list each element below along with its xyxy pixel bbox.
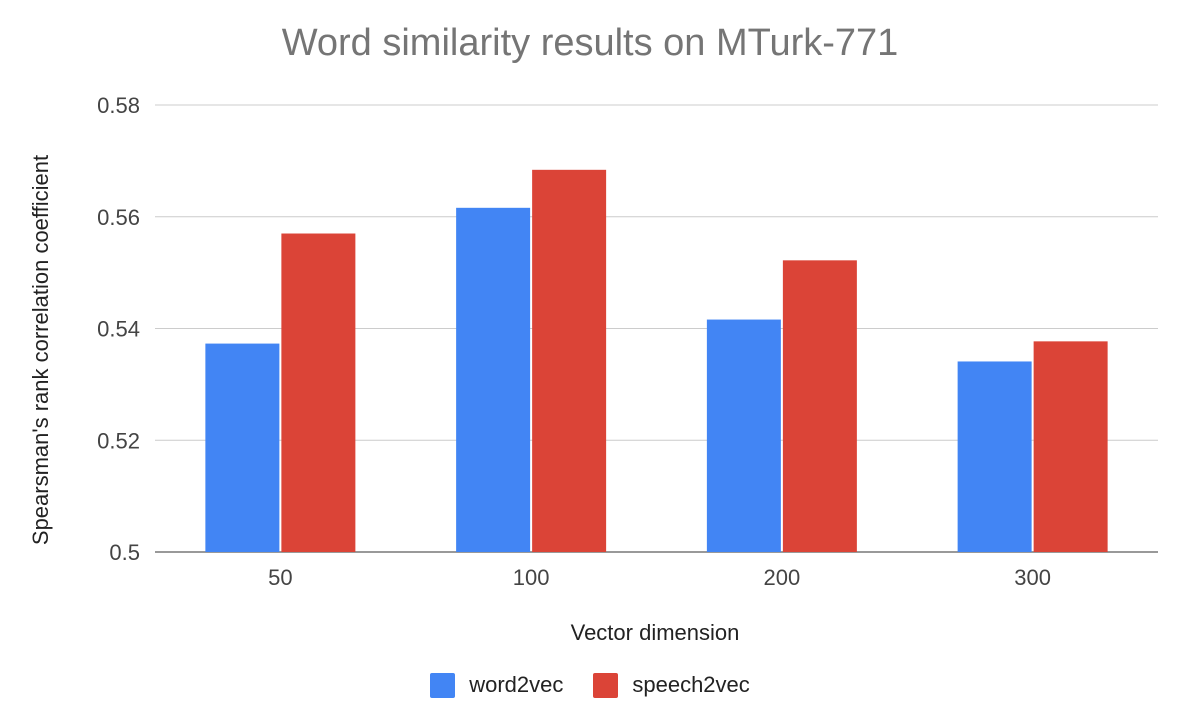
x-tick-label: 200	[764, 565, 801, 590]
legend-swatch-speech2vec	[593, 672, 619, 698]
legend-label-speech2vec: speech2vec	[632, 672, 750, 697]
legend-item-speech2vec: speech2vec	[593, 672, 750, 698]
bar-speech2vec-100	[532, 169, 607, 552]
legend: word2vec speech2vec	[0, 672, 1180, 698]
y-tick-label: 0.52	[97, 428, 140, 453]
bar-word2vec-50	[205, 343, 280, 552]
x-tick-label: 50	[268, 565, 292, 590]
x-axis-label: Vector dimension	[570, 620, 740, 645]
y-tick-label: 0.54	[97, 317, 140, 342]
y-tick-label: 0.56	[97, 205, 140, 230]
legend-swatch-word2vec	[430, 672, 456, 698]
y-tick-label: 0.5	[109, 540, 140, 565]
bar-speech2vec-300	[1033, 341, 1108, 552]
bar-word2vec-100	[456, 207, 531, 552]
x-tick-label: 100	[513, 565, 550, 590]
bar-word2vec-200	[706, 319, 781, 552]
chart-title: Word similarity results on MTurk-771	[281, 22, 899, 64]
bar-speech2vec-50	[281, 233, 356, 552]
x-tick-label: 300	[1014, 565, 1051, 590]
legend-item-word2vec: word2vec	[430, 672, 563, 698]
y-tick-label: 0.58	[97, 93, 140, 118]
bar-word2vec-300	[957, 361, 1032, 552]
bar-speech2vec-200	[782, 260, 857, 552]
legend-label-word2vec: word2vec	[469, 672, 564, 697]
